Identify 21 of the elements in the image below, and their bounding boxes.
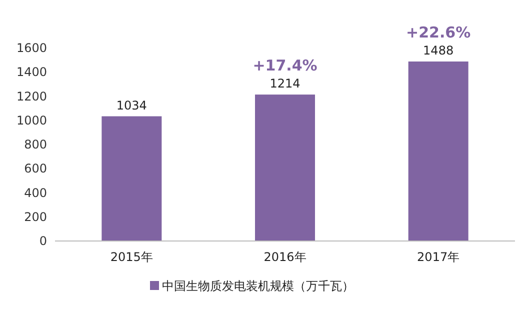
annotation: +22.6% [406, 24, 471, 42]
data-label: 1034 [116, 98, 147, 112]
y-tick-label: 1000 [16, 113, 47, 128]
x-tick-label: 2017年 [417, 250, 460, 264]
y-tick-label: 1200 [16, 89, 47, 104]
data-label: 1214 [270, 76, 300, 91]
y-tick-label: 1600 [16, 41, 47, 55]
bar [102, 116, 162, 241]
y-tick-label: 400 [24, 186, 47, 200]
x-tick-label: 2015年 [110, 250, 153, 264]
data-label: 1488 [423, 44, 454, 58]
y-tick-label: 200 [24, 210, 47, 224]
y-tick-label: 1400 [16, 65, 47, 80]
bar [408, 62, 468, 241]
bar [255, 94, 315, 241]
y-tick-label: 600 [24, 162, 47, 176]
y-tick-label: 800 [24, 138, 47, 152]
annotation: +17.4% [252, 56, 318, 75]
y-tick-label: 0 [39, 234, 47, 248]
x-tick-label: 2016年 [264, 250, 306, 264]
legend-label: 中国生物质发电装机规模（万千瓦） [162, 279, 354, 293]
